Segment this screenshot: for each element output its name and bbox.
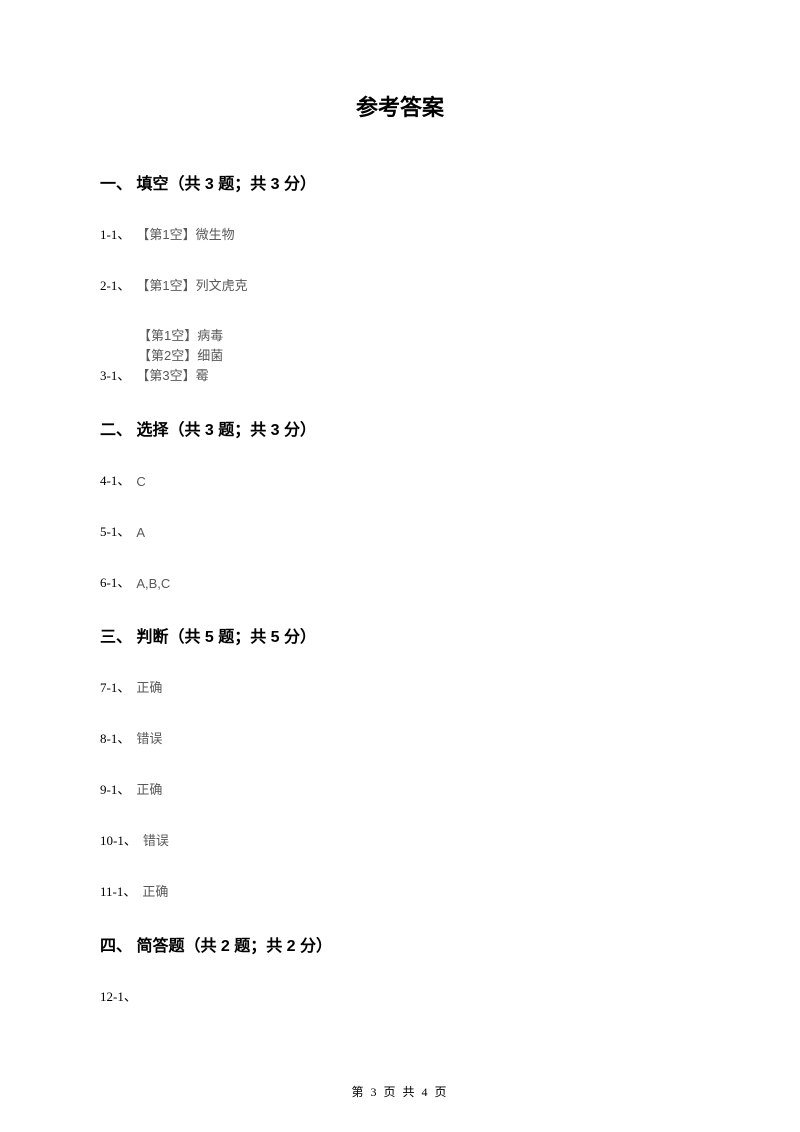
section-1: 一、 填空（共 3 题；共 3 分） 1-1、 【第1空】微生物 2-1、 【第… [100, 170, 700, 384]
answer-content: 正确 [142, 881, 168, 900]
answer-content: A,B,C [136, 576, 170, 591]
answer-11-1: 11-1、 正确 [100, 881, 700, 900]
section-3-heading: 三、 判断（共 5 题；共 5 分） [100, 623, 700, 647]
answer-label: 7-1、 [100, 677, 130, 696]
answer-content: A [136, 525, 145, 540]
answer-8-1: 8-1、 错误 [100, 728, 700, 747]
answer-9-1: 9-1、 正确 [100, 779, 700, 798]
section-2: 二、 选择（共 3 题；共 3 分） 4-1、 C 5-1、 A 6-1、 A,… [100, 416, 700, 591]
answer-content-line: 【第1空】病毒 [138, 326, 700, 346]
answer-content: 错误 [136, 728, 162, 747]
answer-label: 12-1、 [100, 986, 137, 1005]
answer-7-1: 7-1、 正确 [100, 677, 700, 696]
answer-label: 1-1、 [100, 224, 130, 243]
section-1-heading: 一、 填空（共 3 题；共 3 分） [100, 170, 700, 194]
answer-6-1: 6-1、 A,B,C [100, 572, 700, 591]
answer-label: 4-1、 [100, 470, 130, 489]
answer-3-1: 【第1空】病毒 【第2空】细菌 3-1、 【第3空】霉 [100, 326, 700, 384]
answer-label: 6-1、 [100, 572, 130, 591]
answer-content: 错误 [143, 830, 169, 849]
answer-4-1: 4-1、 C [100, 470, 700, 489]
answer-1-1: 1-1、 【第1空】微生物 [100, 224, 700, 243]
answer-content: C [136, 474, 145, 489]
answer-label: 3-1、 [100, 365, 130, 384]
answer-12-1: 12-1、 [100, 986, 700, 1005]
answer-label: 5-1、 [100, 521, 130, 540]
section-4: 四、 简答题（共 2 题；共 2 分） 12-1、 [100, 932, 700, 1005]
answer-label: 8-1、 [100, 728, 130, 747]
answer-label: 2-1、 [100, 275, 130, 294]
answer-label: 11-1、 [100, 881, 136, 900]
answer-content: 【第1空】微生物 [136, 224, 234, 243]
answer-content: 【第1空】列文虎克 [136, 275, 247, 294]
answer-content: 正确 [136, 677, 162, 696]
answer-content: 【第3空】霉 [136, 365, 208, 384]
answer-content: 正确 [136, 779, 162, 798]
answer-10-1: 10-1、 错误 [100, 830, 700, 849]
section-4-heading: 四、 简答题（共 2 题；共 2 分） [100, 932, 700, 956]
page-title: 参考答案 [100, 90, 700, 122]
section-2-heading: 二、 选择（共 3 题；共 3 分） [100, 416, 700, 440]
answer-5-1: 5-1、 A [100, 521, 700, 540]
page-footer: 第 3 页 共 4 页 [0, 1083, 800, 1100]
answer-label: 9-1、 [100, 779, 130, 798]
answer-label: 10-1、 [100, 830, 137, 849]
answer-content-line: 【第2空】细菌 [138, 346, 700, 366]
section-3: 三、 判断（共 5 题；共 5 分） 7-1、 正确 8-1、 错误 9-1、 … [100, 623, 700, 900]
answer-2-1: 2-1、 【第1空】列文虎克 [100, 275, 700, 294]
